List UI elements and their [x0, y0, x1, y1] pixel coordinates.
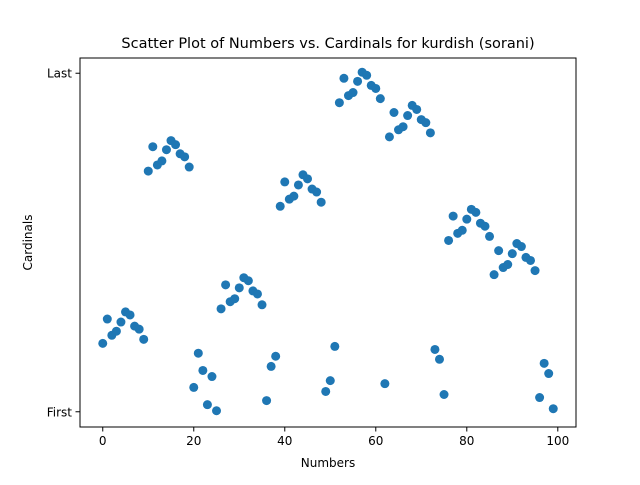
- data-point-13: [157, 156, 167, 166]
- data-point-82: [471, 207, 481, 217]
- chart-title: Scatter Plot of Numbers vs. Cardinals fo…: [121, 36, 534, 52]
- x-tick-label-0: 0: [99, 434, 107, 448]
- data-point-38: [271, 351, 281, 361]
- data-point-74: [434, 354, 444, 364]
- data-point-4: [116, 317, 126, 327]
- data-point-35: [257, 300, 267, 310]
- data-point-66: [398, 122, 408, 132]
- data-point-9: [139, 334, 149, 344]
- data-point-52: [334, 98, 344, 108]
- data-point-63: [384, 132, 394, 142]
- data-point-11: [148, 142, 158, 152]
- data-point-20: [189, 382, 199, 392]
- data-point-21: [193, 348, 203, 358]
- data-point-6: [125, 310, 135, 320]
- data-point-30: [234, 283, 244, 293]
- data-point-51: [330, 341, 340, 351]
- data-point-10: [143, 166, 153, 176]
- x-tick-label-5: 100: [546, 434, 569, 448]
- y-tick-label-0: First: [47, 405, 73, 419]
- data-point-80: [462, 214, 472, 224]
- points-layer: [98, 67, 558, 416]
- data-point-37: [266, 361, 276, 371]
- data-point-18: [180, 152, 190, 162]
- data-point-87: [494, 246, 504, 256]
- plot-frame: [79, 57, 577, 428]
- data-point-95: [530, 266, 540, 276]
- data-point-75: [439, 390, 449, 399]
- data-point-92: [516, 242, 526, 252]
- data-point-0: [98, 338, 108, 348]
- data-point-97: [539, 358, 549, 368]
- data-point-3: [111, 326, 121, 336]
- data-point-43: [293, 180, 303, 190]
- data-point-49: [321, 386, 331, 396]
- data-point-25: [212, 406, 222, 416]
- data-point-39: [275, 201, 285, 211]
- data-point-1: [102, 314, 112, 324]
- data-point-86: [489, 270, 499, 280]
- data-point-67: [403, 111, 413, 121]
- data-point-72: [425, 128, 435, 138]
- data-point-34: [252, 289, 262, 299]
- data-point-61: [375, 94, 385, 104]
- data-point-29: [230, 294, 240, 304]
- data-point-23: [202, 400, 212, 410]
- data-point-84: [480, 221, 490, 231]
- x-axis-label: Numbers: [301, 456, 355, 470]
- x-tick-label-2: 40: [277, 434, 292, 448]
- x-tick-label-3: 60: [368, 434, 383, 448]
- data-point-36: [262, 396, 272, 406]
- data-point-48: [316, 197, 326, 207]
- data-point-56: [353, 76, 363, 86]
- data-point-77: [448, 211, 458, 221]
- data-point-96: [535, 393, 545, 403]
- data-point-8: [134, 324, 144, 334]
- data-point-60: [371, 83, 381, 93]
- data-point-89: [503, 260, 513, 269]
- data-point-40: [280, 177, 290, 187]
- data-point-42: [289, 191, 299, 201]
- data-point-76: [444, 235, 454, 245]
- data-point-90: [507, 249, 517, 259]
- data-point-85: [485, 231, 495, 241]
- x-tick-label-4: 80: [459, 434, 474, 448]
- data-point-47: [312, 187, 322, 197]
- data-point-45: [303, 174, 313, 184]
- y-axis-label: Cardinals: [21, 215, 35, 271]
- data-point-99: [548, 404, 558, 414]
- data-point-94: [526, 255, 535, 265]
- data-point-73: [430, 344, 440, 354]
- data-point-58: [362, 70, 372, 80]
- data-point-69: [412, 104, 422, 114]
- data-point-16: [171, 140, 181, 150]
- data-point-79: [457, 225, 467, 235]
- data-point-27: [221, 280, 231, 290]
- x-axis: 0 20 40 60 80 100: [99, 427, 569, 448]
- y-axis: First Last: [47, 67, 80, 419]
- data-point-62: [380, 379, 390, 389]
- data-point-22: [198, 365, 208, 375]
- data-point-71: [421, 118, 431, 128]
- data-point-32: [243, 276, 253, 286]
- data-point-98: [544, 369, 554, 379]
- data-point-53: [339, 73, 349, 83]
- data-point-19: [184, 162, 194, 172]
- y-tick-label-1: Last: [47, 67, 72, 81]
- data-point-24: [207, 372, 217, 382]
- data-point-55: [348, 88, 358, 98]
- data-point-26: [216, 304, 226, 314]
- x-tick-label-1: 20: [186, 434, 201, 448]
- data-point-14: [161, 145, 171, 155]
- data-point-50: [325, 376, 335, 386]
- data-point-64: [389, 108, 399, 117]
